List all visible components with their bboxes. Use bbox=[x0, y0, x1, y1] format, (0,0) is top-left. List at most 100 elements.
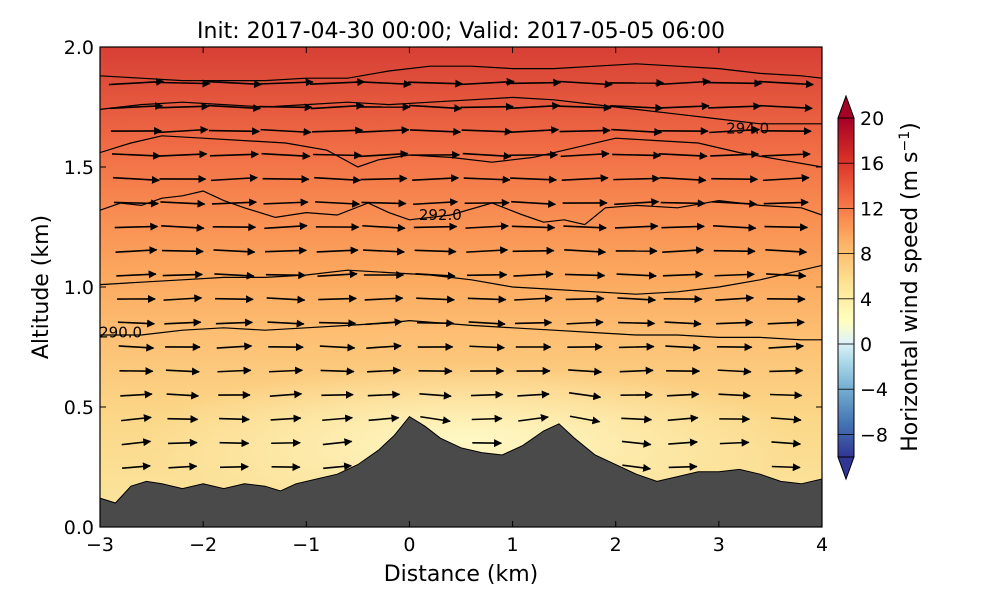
wind-vector bbox=[661, 222, 705, 231]
wind-vector bbox=[712, 199, 758, 208]
wind-vector bbox=[161, 223, 205, 232]
wind-vector bbox=[269, 390, 303, 399]
wind-vector bbox=[157, 125, 209, 134]
wind-vector bbox=[765, 247, 808, 256]
wind-vector bbox=[219, 439, 250, 448]
wind-vector bbox=[358, 126, 410, 135]
wind-vector bbox=[265, 246, 308, 255]
contour-line-1 bbox=[100, 264, 822, 295]
wind-vector bbox=[164, 318, 202, 327]
wind-vector bbox=[713, 247, 756, 256]
wind-vector bbox=[155, 79, 211, 88]
wind-vector bbox=[660, 199, 706, 208]
wind-vector bbox=[764, 223, 809, 232]
wind-vector bbox=[118, 343, 155, 352]
wind-vector bbox=[322, 438, 353, 447]
wind-vector bbox=[416, 295, 456, 304]
wind-vector bbox=[759, 103, 813, 112]
wind-vector bbox=[368, 414, 400, 423]
x-tick-label: 3 bbox=[713, 534, 725, 556]
wind-vector bbox=[356, 79, 412, 88]
wind-vector bbox=[510, 175, 558, 184]
wind-vector bbox=[718, 391, 751, 400]
wind-vector bbox=[361, 199, 407, 208]
wind-vector bbox=[618, 342, 655, 351]
wind-vector bbox=[707, 79, 763, 88]
x-tick-label: 4 bbox=[816, 534, 828, 556]
wind-vector bbox=[506, 101, 561, 110]
wind-vector bbox=[363, 247, 406, 256]
wind-vector bbox=[460, 102, 514, 111]
wind-vector bbox=[215, 295, 254, 304]
wind-vector bbox=[160, 199, 206, 208]
wind-vector bbox=[709, 125, 761, 134]
colorbar-ticks: −8 −4 0 4 8 12 16 20 bbox=[838, 108, 888, 446]
x-tick-label: 1 bbox=[507, 534, 519, 556]
wind-vector bbox=[512, 246, 555, 255]
wind-vector bbox=[408, 104, 463, 113]
wind-vector bbox=[121, 438, 152, 447]
wind-vector bbox=[569, 415, 601, 425]
contour-label: 294.0 bbox=[726, 120, 769, 138]
wind-vector bbox=[612, 151, 662, 160]
wind-vector bbox=[113, 175, 160, 184]
wind-vector bbox=[668, 462, 698, 471]
colorbar-label-close: ) bbox=[898, 122, 923, 131]
colorbar-body bbox=[837, 117, 855, 458]
wind-vector bbox=[616, 271, 657, 280]
wind-vector bbox=[323, 462, 353, 471]
wind-vector bbox=[213, 247, 256, 256]
wind-vector bbox=[114, 222, 159, 231]
wind-vector bbox=[161, 247, 204, 256]
wind-vector bbox=[317, 270, 358, 279]
wind-vector bbox=[662, 270, 704, 279]
wind-vector bbox=[762, 174, 810, 183]
wind-vector bbox=[267, 319, 305, 328]
wind-vector bbox=[156, 102, 210, 111]
wind-vector bbox=[712, 223, 757, 232]
wind-vector bbox=[758, 80, 814, 89]
wind-vector bbox=[219, 462, 249, 471]
wind-vector bbox=[511, 199, 557, 208]
wind-vector bbox=[568, 391, 602, 401]
wind-vector bbox=[466, 246, 509, 255]
wind-vector bbox=[259, 103, 313, 112]
wind-vector bbox=[461, 127, 513, 136]
wind-vector bbox=[665, 343, 701, 352]
colorbar-tick-label: 16 bbox=[860, 153, 884, 175]
wind-vector bbox=[365, 318, 403, 327]
wind-vector bbox=[322, 414, 354, 423]
wind-vector bbox=[413, 198, 459, 207]
wind-vector bbox=[364, 294, 404, 303]
wind-vector bbox=[420, 415, 451, 425]
wind-vector bbox=[613, 174, 661, 183]
y-tick-label: 1.0 bbox=[64, 277, 94, 299]
wind-vector bbox=[770, 415, 802, 424]
wind-vector bbox=[468, 319, 506, 328]
colorbar-extend-bottom bbox=[837, 456, 855, 481]
wind-vector bbox=[517, 390, 550, 399]
wind-vector bbox=[407, 79, 464, 88]
wind-vector bbox=[168, 462, 198, 471]
wind-vector bbox=[115, 246, 158, 255]
wind-vector bbox=[158, 150, 208, 159]
wind-vector bbox=[309, 78, 366, 87]
colorbar-label-main: Horizontal wind speed (m s bbox=[898, 151, 923, 451]
wind-vector bbox=[710, 150, 760, 159]
x-axis-label: Distance (km) bbox=[384, 562, 539, 587]
wind-vector bbox=[711, 175, 759, 184]
colorbar-tick-label: 20 bbox=[860, 108, 884, 130]
wind-vector bbox=[558, 103, 612, 112]
contour-line-0 bbox=[100, 319, 822, 341]
wind-vector bbox=[610, 103, 664, 112]
wind-vector bbox=[467, 295, 507, 304]
x-tick-label: −1 bbox=[292, 534, 320, 556]
colorbar-tick-label: 8 bbox=[860, 244, 872, 266]
wind-vector bbox=[770, 391, 803, 400]
wind-vector bbox=[771, 439, 802, 448]
x-tick-label: 0 bbox=[403, 534, 415, 556]
wind-vector bbox=[314, 175, 362, 184]
wind-vector bbox=[209, 150, 259, 159]
wind-vector bbox=[366, 366, 402, 375]
